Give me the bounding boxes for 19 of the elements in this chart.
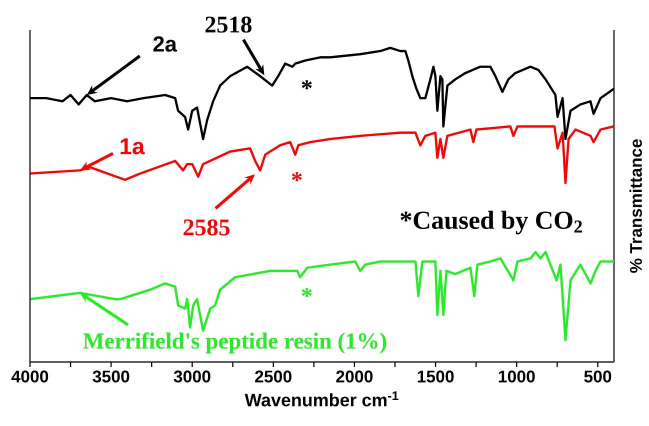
annotation: 2518 <box>205 16 252 33</box>
annotation: * <box>302 80 312 90</box>
annotation: 2585 <box>184 219 230 236</box>
annotation: 2a <box>153 36 178 52</box>
annotation: * <box>302 288 312 298</box>
annotation: Merrifield's peptide resin (1%) <box>83 332 386 354</box>
annotation: * <box>292 172 302 182</box>
x-tick-label: 500 <box>584 370 612 383</box>
x-tick-label: 2500 <box>255 370 292 383</box>
x-tick-label: 3000 <box>174 370 210 383</box>
annotation: 1a <box>120 138 145 154</box>
x-axis-title: Wavenumber cm$^{-1}$ <box>244 391 398 406</box>
x-tick-label: 3500 <box>92 370 130 383</box>
x-tick-label: 1500 <box>418 370 454 383</box>
x-tick-label: 1000 <box>498 370 535 383</box>
y-axis-title: % Transmittance <box>630 139 642 273</box>
annotation: *Caused by CO$_{2}$ <box>400 210 582 234</box>
x-tick-label: 2000 <box>336 370 373 383</box>
x-tick-label: 4000 <box>11 370 48 383</box>
